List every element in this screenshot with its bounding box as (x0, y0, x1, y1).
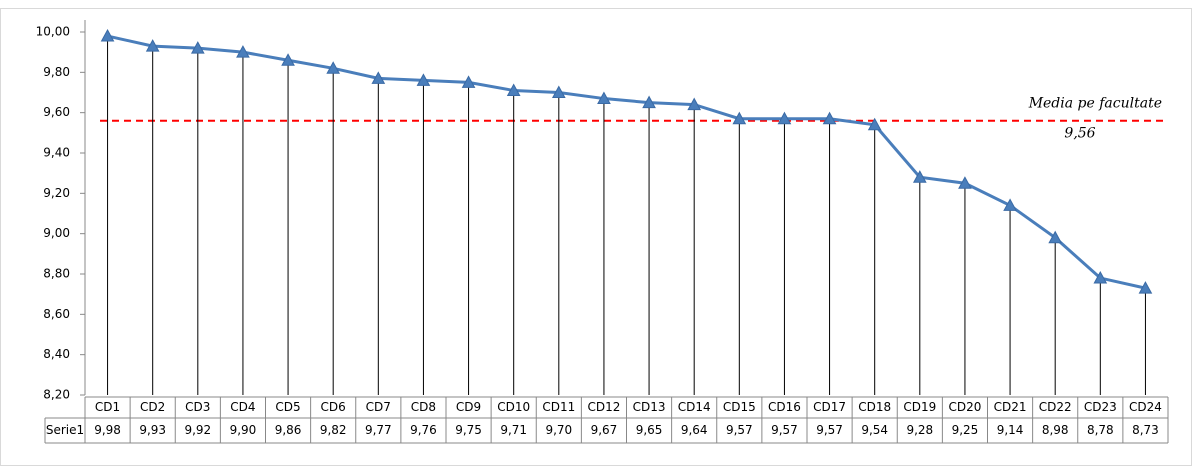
marker (236, 45, 250, 58)
x-tick-label: CD18 (858, 400, 891, 414)
marker (867, 117, 882, 131)
x-tick-label: CD22 (1039, 400, 1072, 414)
table-value: 9,28 (906, 423, 933, 437)
y-tick-label: 9,20 (43, 186, 70, 200)
marker (506, 83, 521, 96)
marker (642, 95, 656, 109)
marker (1093, 270, 1108, 284)
marker (326, 61, 341, 74)
marker (687, 97, 702, 111)
x-tick-label: CD5 (275, 400, 300, 414)
x-tick-label: CD11 (542, 400, 575, 414)
table-value: 9,57 (771, 423, 798, 437)
marker (551, 85, 566, 98)
x-tick-label: CD10 (497, 400, 530, 414)
table-value: 9,65 (636, 423, 663, 437)
table-value: 9,75 (455, 423, 482, 437)
table-value: 9,64 (681, 423, 708, 437)
table-value: 9,25 (952, 423, 979, 437)
series-line (107, 34, 1146, 290)
x-tick-label: CD13 (633, 400, 666, 414)
table-value: 9,86 (275, 423, 302, 437)
marker (822, 111, 837, 125)
table-value: 8,73 (1132, 423, 1159, 437)
table-value: 9,93 (139, 423, 166, 437)
table-value: 9,54 (861, 423, 888, 437)
table-value: 8,78 (1087, 423, 1114, 437)
table-value: 9,76 (410, 423, 437, 437)
marker (597, 91, 611, 105)
y-tick-label: 9,40 (43, 146, 70, 160)
table-value: 8,98 (1042, 423, 1069, 437)
marker (732, 111, 747, 125)
table-value: 9,82 (320, 423, 347, 437)
marker (1138, 281, 1153, 294)
marker (281, 53, 295, 66)
marker (912, 170, 927, 183)
marker (145, 39, 160, 52)
x-tick-label: CD21 (994, 400, 1027, 414)
x-tick-label: CD17 (813, 400, 846, 414)
table-value: 9,90 (230, 423, 257, 437)
y-tick-label: 10,00 (36, 25, 70, 39)
x-tick-label: CD19 (903, 400, 936, 414)
marker (1048, 230, 1063, 244)
marker (371, 71, 386, 84)
y-tick-label: 8,20 (43, 388, 70, 402)
table-value: 9,92 (184, 423, 211, 437)
table-value: 9,98 (94, 423, 121, 437)
marker (190, 41, 205, 54)
y-tick-label: 8,80 (43, 267, 70, 281)
x-tick-label: CD1 (95, 400, 120, 414)
series-name: Serie1 (46, 423, 84, 437)
y-tick-label: 8,60 (43, 307, 70, 321)
annotation: 9,56 (1064, 126, 1095, 142)
table-value: 9,71 (500, 423, 527, 437)
x-tick-label: CD15 (723, 400, 756, 414)
table-value: 9,57 (816, 423, 843, 437)
marker (461, 75, 476, 88)
x-tick-label: CD14 (678, 400, 711, 414)
x-tick-label: CD2 (140, 400, 165, 414)
annotation: Media pe facultate (1028, 96, 1162, 112)
marker (100, 28, 115, 42)
x-tick-label: CD12 (587, 400, 620, 414)
x-tick-label: CD6 (321, 400, 346, 414)
x-tick-label: CD16 (768, 400, 801, 414)
marker (416, 73, 431, 86)
x-tick-label: CD20 (948, 400, 981, 414)
x-tick-label: CD24 (1129, 400, 1162, 414)
x-tick-label: CD9 (456, 400, 481, 414)
table-value: 9,14 (997, 423, 1024, 437)
y-tick-label: 9,80 (43, 65, 70, 79)
table-value: 9,70 (545, 423, 572, 437)
x-tick-label: CD4 (230, 400, 255, 414)
table-value: 9,57 (726, 423, 753, 437)
y-tick-label: 9,60 (43, 105, 70, 119)
x-tick-label: CD3 (185, 400, 210, 414)
y-tick-label: 9,00 (43, 226, 70, 240)
marker (958, 176, 972, 189)
marker (1003, 198, 1017, 211)
x-tick-label: CD23 (1084, 400, 1117, 414)
table-value: 9,67 (591, 423, 618, 437)
x-tick-label: CD8 (411, 400, 436, 414)
table-value: 9,77 (365, 423, 392, 437)
marker (777, 111, 792, 125)
x-tick-label: CD7 (366, 400, 391, 414)
y-tick-label: 8,40 (43, 347, 70, 361)
